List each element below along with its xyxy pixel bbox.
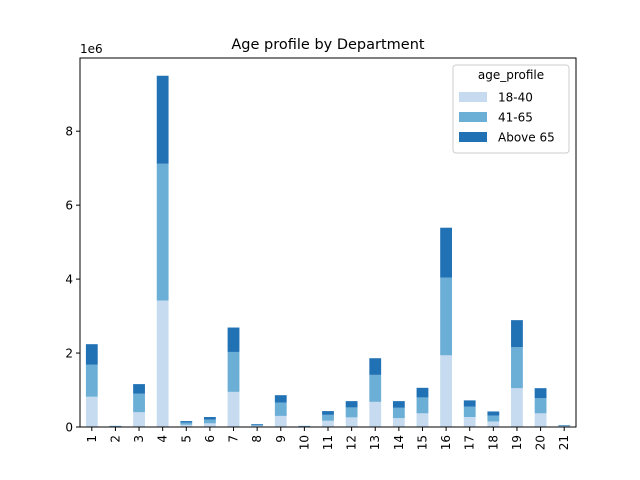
bar-dept-11-series-1 — [322, 414, 334, 421]
y-tick-label: 4 — [65, 273, 73, 287]
bar-dept-5-series-2 — [180, 421, 193, 423]
bar-dept-18-series-1 — [487, 415, 500, 422]
bar-dept-1-series-0 — [85, 396, 98, 427]
legend-swatch-1 — [459, 112, 487, 122]
bar-dept-1-series-1 — [85, 364, 98, 397]
bar-dept-20-series-0 — [534, 413, 547, 427]
x-tick-label: 2 — [108, 435, 122, 443]
bar-dept-4-series-2 — [156, 75, 169, 164]
bar-dept-14-series-0 — [392, 418, 405, 427]
bar-dept-15-series-2 — [416, 387, 429, 398]
bar-dept-8-series-1 — [251, 424, 264, 426]
bar-dept-13-series-1 — [369, 374, 382, 402]
bar-dept-11-series-0 — [322, 420, 334, 427]
bar-dept-15-series-1 — [416, 397, 429, 414]
x-tick-label: 12 — [345, 435, 359, 450]
x-tick-label: 18 — [486, 435, 500, 450]
bar-dept-20-series-2 — [534, 388, 547, 399]
x-tick-label: 8 — [250, 435, 264, 443]
y-tick-label: 6 — [65, 199, 73, 213]
bar-dept-12-series-1 — [345, 407, 358, 418]
bar-dept-8-series-0 — [251, 425, 264, 427]
bar-dept-8-series-2 — [251, 424, 264, 425]
bar-dept-4-series-1 — [156, 163, 169, 301]
x-tick-label: 5 — [179, 435, 193, 443]
bar-dept-6-series-2 — [204, 417, 216, 420]
legend: age_profile 18-40 41-65 Above 65 — [452, 64, 570, 154]
y-axis-offset-label: 1e6 — [80, 42, 103, 56]
bar-dept-16-series-1 — [440, 277, 452, 356]
x-tick-label: 19 — [510, 435, 524, 450]
x-tick-label: 16 — [439, 435, 453, 450]
legend-swatch-0 — [459, 92, 487, 102]
bar-dept-6-series-0 — [204, 423, 216, 427]
bar-dept-3-series-0 — [133, 412, 145, 427]
x-tick-label: 17 — [463, 435, 477, 450]
plot-area-frame — [79, 57, 577, 428]
bar-dept-19-series-0 — [511, 388, 523, 427]
x-tick-label: 1 — [85, 435, 99, 443]
bar-dept-3-series-2 — [133, 384, 145, 394]
bar-dept-7-series-1 — [227, 351, 240, 392]
chart-title: Age profile by Department — [231, 37, 425, 53]
legend-label-1: 41-65 — [498, 111, 533, 125]
bar-dept-5-series-1 — [180, 422, 193, 425]
bar-dept-20-series-1 — [534, 398, 547, 414]
bar-dept-7-series-2 — [227, 327, 240, 352]
bar-dept-9-series-0 — [274, 415, 287, 427]
legend-box — [452, 64, 570, 154]
bar-dept-17-series-1 — [463, 406, 476, 418]
bar-dept-19-series-2 — [511, 320, 523, 348]
bar-dept-17-series-2 — [463, 400, 476, 407]
bar-dept-16-series-0 — [440, 355, 452, 427]
x-tick-label: 20 — [534, 435, 548, 450]
x-tick-label: 13 — [368, 435, 382, 450]
bars — [85, 75, 571, 427]
y-tick-label: 2 — [65, 347, 73, 361]
bar-dept-13-series-0 — [369, 401, 382, 427]
bar-dept-11-series-2 — [322, 411, 334, 415]
x-tick-label: 9 — [274, 435, 288, 443]
bar-dept-1-series-2 — [85, 344, 98, 365]
x-tick-label: 10 — [297, 435, 311, 450]
bar-dept-7-series-0 — [227, 391, 240, 427]
bar-dept-19-series-1 — [511, 347, 523, 389]
x-tick-label: 3 — [132, 435, 146, 443]
bar-dept-6-series-1 — [204, 419, 216, 424]
bar-dept-12-series-2 — [345, 401, 358, 408]
x-tick-label: 4 — [156, 435, 170, 443]
legend-label-0: 18-40 — [498, 91, 533, 105]
bar-dept-17-series-0 — [463, 417, 476, 427]
x-tick-label: 21 — [557, 435, 571, 450]
bar-dept-14-series-2 — [392, 401, 405, 408]
legend-swatch-2 — [459, 132, 487, 142]
bar-dept-15-series-0 — [416, 413, 429, 427]
legend-label-2: Above 65 — [498, 131, 555, 145]
bar-dept-9-series-2 — [274, 395, 287, 403]
x-tick-label: 11 — [321, 435, 335, 450]
y-tick-label: 0 — [65, 421, 73, 435]
bar-dept-14-series-1 — [392, 407, 405, 419]
legend-title: age_profile — [478, 68, 544, 82]
x-tick-label: 14 — [392, 435, 406, 450]
bar-dept-13-series-2 — [369, 358, 382, 375]
bar-dept-5-series-0 — [180, 424, 193, 427]
bar-dept-16-series-2 — [440, 227, 452, 278]
bar-dept-21-series-1 — [558, 425, 571, 427]
bar-dept-3-series-1 — [133, 393, 145, 413]
x-tick-label: 6 — [203, 435, 217, 443]
y-tick-label: 8 — [65, 125, 73, 139]
x-tick-label: 7 — [227, 435, 241, 443]
bar-dept-9-series-1 — [274, 402, 287, 416]
bar-dept-4-series-0 — [156, 300, 169, 427]
bar-dept-12-series-0 — [345, 417, 358, 427]
x-tick-label: 15 — [415, 435, 429, 450]
bar-dept-18-series-2 — [487, 411, 500, 416]
x-axis-ticks: 1 2 3 4 5 6 7 8 9 10 11 12 13 14 15 16 17 18 19 20 21 — [85, 427, 571, 450]
y-axis-ticks: 0 2 4 6 8 — [65, 125, 80, 435]
bar-dept-18-series-0 — [487, 421, 500, 427]
